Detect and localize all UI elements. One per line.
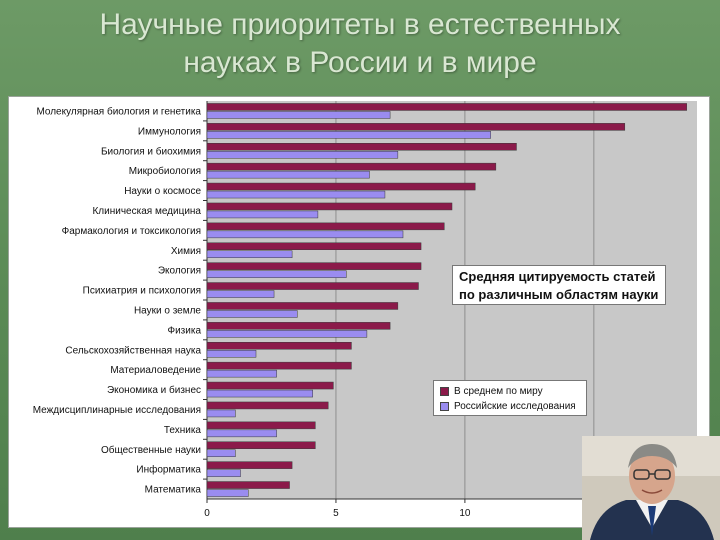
annotation-line-1: Средняя цитируемость статей	[459, 269, 656, 284]
category-label-12: Сельскохозяйственная наука	[65, 345, 201, 356]
category-label-16: Техника	[164, 425, 202, 436]
title-line-1: Научные приоритеты в естественных	[99, 8, 621, 41]
bar-world-8	[206, 262, 422, 270]
category-label-2: Биология и биохимия	[101, 145, 201, 157]
portrait-photo	[582, 436, 720, 540]
category-label-10: Науки о земле	[134, 305, 201, 316]
bar-world-7	[206, 242, 422, 250]
category-label-19: Математика	[145, 485, 202, 496]
bar-russia-9	[206, 290, 275, 298]
category-label-11: Физика	[167, 325, 201, 336]
annotation-line-2: по различным областям науки	[459, 287, 659, 302]
bar-world-15	[206, 401, 329, 410]
category-label-9: Психиатрия и психология	[83, 286, 201, 297]
bar-russia-3	[206, 170, 370, 179]
category-label-0: Молекулярная биология и генетика	[36, 105, 201, 117]
bar-world-10	[206, 302, 399, 310]
bar-world-18	[206, 461, 293, 469]
x-tick-label-1: 5	[333, 508, 339, 519]
bar-world-2	[206, 143, 517, 151]
bar-russia-18	[206, 469, 241, 477]
bar-russia-15	[206, 409, 236, 418]
chart-annotation: Средняя цитируемость статей по различным…	[452, 265, 666, 305]
bar-world-19	[206, 481, 290, 489]
bar-world-11	[206, 322, 391, 330]
bar-russia-10	[206, 310, 298, 318]
chart-legend: В среднем по миру Российские исследовани…	[433, 380, 587, 416]
bar-russia-17	[206, 449, 236, 457]
x-tick-label-0: 0	[204, 508, 210, 519]
bar-world-17	[206, 441, 316, 449]
chart-frame: 051015Молекулярная биология и генетикаИм…	[8, 96, 710, 528]
bar-world-13	[206, 361, 352, 370]
x-tick-label-2: 10	[459, 508, 471, 519]
legend-swatch-world	[440, 387, 449, 396]
category-label-4: Науки о космосе	[124, 186, 201, 197]
legend-label-russia: Российские исследования	[454, 401, 576, 412]
category-label-17: Общественные науки	[101, 444, 201, 456]
bar-russia-2	[206, 151, 399, 159]
bar-russia-1	[206, 131, 491, 139]
bar-russia-5	[206, 210, 319, 219]
bar-world-14	[206, 381, 334, 390]
bar-world-9	[206, 282, 419, 290]
category-label-14: Экономика и бизнес	[107, 384, 201, 396]
legend-label-world: В среднем по миру	[454, 386, 543, 397]
bar-world-3	[206, 162, 497, 171]
legend-item-russia: Российские исследования	[440, 399, 580, 414]
bar-russia-19	[206, 489, 249, 497]
category-label-3: Микробиология	[129, 165, 201, 177]
category-label-6: Фармакология и токсикология	[62, 226, 201, 237]
category-label-13: Материаловедение	[110, 365, 201, 376]
category-label-15: Междисциплинарные исследования	[33, 405, 201, 416]
bar-russia-7	[206, 250, 293, 258]
category-label-5: Клиническая медицина	[92, 206, 201, 217]
bar-russia-8	[206, 270, 347, 278]
bar-russia-11	[206, 330, 368, 338]
category-label-1: Иммунология	[138, 126, 201, 137]
category-label-7: Химия	[171, 246, 201, 257]
bar-russia-12	[206, 350, 257, 358]
bar-world-16	[206, 421, 316, 430]
bar-world-4	[206, 182, 476, 191]
bar-world-12	[206, 342, 352, 350]
bar-world-1	[206, 123, 626, 131]
legend-swatch-russia	[440, 402, 449, 411]
bar-world-6	[206, 222, 445, 231]
bar-world-5	[206, 202, 453, 211]
slide-title: Научные приоритеты в естественных науках…	[0, 6, 720, 82]
bar-russia-6	[206, 230, 404, 239]
bar-russia-13	[206, 369, 277, 378]
bar-world-0	[206, 103, 687, 111]
title-line-2: науках в России и в мире	[183, 46, 537, 79]
bar-russia-4	[206, 190, 386, 199]
bar-russia-0	[206, 111, 391, 119]
category-label-8: Экология	[158, 266, 201, 277]
bar-russia-14	[206, 389, 313, 398]
category-label-18: Информатика	[136, 464, 201, 476]
legend-item-world: В среднем по миру	[440, 384, 580, 399]
bar-russia-16	[206, 429, 277, 438]
